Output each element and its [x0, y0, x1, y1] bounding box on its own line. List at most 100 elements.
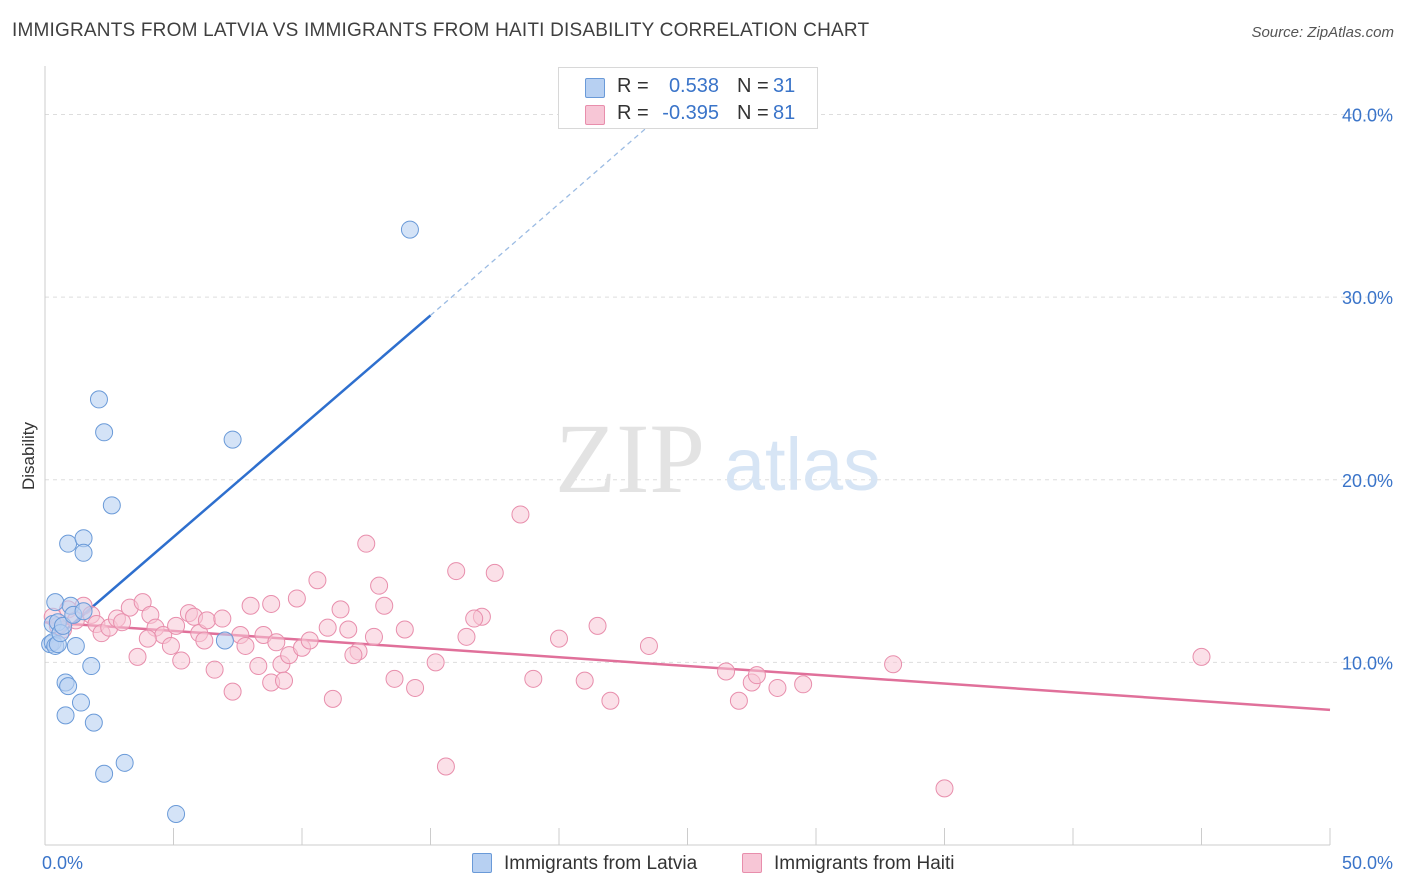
haiti-point [575, 671, 594, 690]
haiti-point [344, 646, 363, 665]
haiti-point [436, 757, 455, 776]
haiti-point [426, 653, 445, 672]
haiti-point [485, 563, 504, 582]
latvia-point [71, 693, 90, 712]
latvia-point [66, 636, 85, 655]
haiti-point [511, 505, 530, 524]
haiti-point [323, 689, 342, 708]
haiti-point [113, 613, 132, 632]
haiti-point [287, 589, 306, 608]
latvia-trend-extension [430, 114, 663, 316]
haiti-point [447, 562, 466, 581]
gridlines [45, 114, 1392, 663]
haiti-point [550, 629, 568, 648]
haiti-point [213, 609, 232, 628]
haiti-swatch [585, 105, 605, 125]
haiti-point [172, 651, 191, 670]
haiti-point [267, 633, 286, 652]
latvia-point [56, 706, 75, 725]
r-value: -0.395 [662, 102, 719, 124]
haiti-point [357, 534, 376, 553]
haiti-point [339, 620, 358, 639]
legend-label-haiti: Immigrants from Haiti [774, 853, 955, 874]
latvia-point [89, 390, 108, 409]
haiti-point [370, 576, 389, 595]
r-label: R = [617, 75, 649, 97]
haiti-legend-swatch [742, 853, 762, 873]
y-tick-label: 20.0% [1342, 471, 1393, 491]
haiti-point [138, 629, 157, 648]
y-tick-label: 10.0% [1342, 653, 1393, 673]
n-label: N = [737, 75, 769, 97]
haiti-point [331, 600, 350, 619]
haiti-point [794, 675, 813, 694]
latvia-point [215, 631, 234, 650]
series-legend: Immigrants from Latvia Immigrants from H… [0, 852, 1406, 878]
haiti-point [1192, 647, 1211, 666]
legend-row-haiti: R = -0.395 N = 81 [559, 100, 819, 128]
haiti-point [601, 691, 620, 710]
latvia-point [84, 713, 103, 732]
legend-stats: R = 0.538 N = 31 R = -0.395 N = 81 [558, 67, 818, 129]
haiti-point [318, 618, 337, 637]
latvia-point [95, 764, 114, 783]
latvia-point [59, 677, 78, 696]
haiti-point [884, 655, 903, 674]
latvia-point [102, 496, 121, 515]
haiti-point [395, 620, 414, 639]
latvia-point [74, 602, 93, 621]
haiti-point [935, 779, 954, 798]
haiti-point [249, 657, 268, 676]
data-points [41, 220, 1211, 823]
haiti-point [308, 571, 327, 590]
haiti-point [747, 666, 766, 685]
latvia-trend-line [44, 314, 432, 649]
haiti-point [457, 627, 476, 646]
x-tick-label: 0.0% [42, 853, 83, 873]
latvia-point [59, 534, 78, 553]
haiti-point [223, 682, 242, 701]
haiti-point [300, 631, 319, 650]
haiti-point [236, 636, 255, 655]
haiti-point [262, 594, 281, 613]
latvia-point [167, 804, 186, 823]
y-tick-label: 40.0% [1342, 106, 1393, 126]
n-label: N = [737, 102, 769, 124]
tick-labels: 10.0% 20.0% 30.0% 40.0% 0.0% 50.0% [42, 106, 1393, 873]
haiti-point [241, 596, 260, 615]
haiti-point [167, 616, 186, 635]
r-label: R = [617, 102, 649, 124]
y-tick-label: 30.0% [1342, 288, 1393, 308]
haiti-point [197, 611, 216, 630]
latvia-point [400, 220, 419, 239]
haiti-point [406, 678, 425, 697]
r-value: 0.538 [668, 75, 719, 97]
haiti-point [275, 671, 294, 690]
haiti-point [195, 631, 214, 650]
haiti-point [465, 609, 484, 628]
latvia-point [115, 753, 134, 772]
haiti-point [588, 616, 607, 635]
haiti-point [729, 691, 748, 710]
haiti-point [205, 660, 224, 679]
latvia-point [223, 430, 242, 449]
latvia-point [74, 543, 93, 562]
haiti-point [639, 636, 658, 655]
watermark-atlas: atlas [724, 423, 880, 506]
haiti-point [364, 627, 383, 646]
latvia-point [82, 657, 101, 676]
haiti-point [161, 636, 180, 655]
haiti-point [385, 669, 404, 688]
haiti-point [375, 596, 394, 615]
axes [44, 66, 1331, 846]
chart-title: IMMIGRANTS FROM LATVIA VS IMMIGRANTS FRO… [12, 20, 870, 41]
legend-row-latvia: R = 0.538 N = 31 [559, 73, 819, 101]
n-value: 31 [773, 75, 796, 97]
haiti-point [524, 669, 543, 688]
haiti-point [768, 678, 787, 697]
latvia-point [46, 593, 65, 612]
latvia-swatch [585, 78, 605, 98]
legend-label-latvia: Immigrants from Latvia [504, 853, 698, 874]
x-tick-label: 50.0% [1342, 853, 1393, 873]
